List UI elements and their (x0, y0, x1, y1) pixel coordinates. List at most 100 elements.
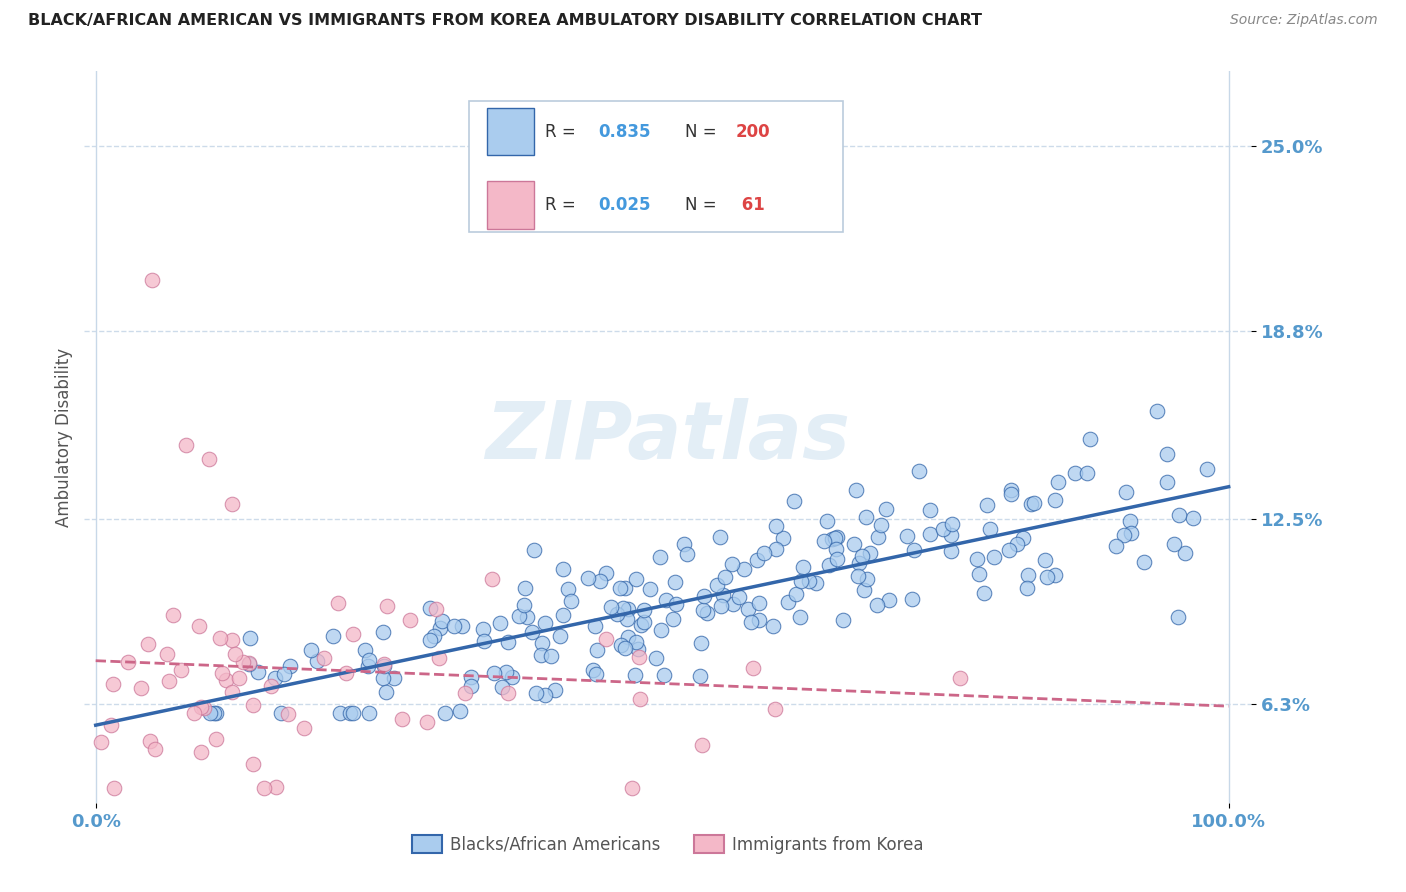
Point (1156, 475, 1178, 490)
Point (1076, 466, 1098, 480)
Point (606, 607, 628, 621)
Point (941, 543, 963, 558)
Point (373, 659, 395, 673)
Point (848, 556, 870, 570)
Point (1007, 536, 1029, 550)
Point (215, 673, 238, 688)
Point (582, 663, 605, 677)
Point (264, 780, 287, 794)
Point (211, 665, 233, 680)
Point (451, 618, 474, 632)
Point (100, 717, 122, 731)
Point (232, 655, 254, 669)
Point (264, 671, 287, 685)
Text: BLACK/AFRICAN AMERICAN VS IMMIGRANTS FROM KOREA AMBULATORY DISABILITY CORRELATIO: BLACK/AFRICAN AMERICAN VS IMMIGRANTS FRO… (28, 13, 983, 29)
Point (785, 587, 807, 601)
Point (530, 648, 553, 662)
Point (866, 599, 889, 613)
Point (859, 546, 882, 560)
Point (675, 547, 697, 561)
Point (391, 712, 413, 726)
Point (650, 550, 672, 565)
Point (1024, 496, 1046, 510)
Point (143, 742, 166, 756)
Point (710, 599, 733, 613)
Point (832, 613, 855, 627)
Point (690, 738, 713, 752)
Point (342, 706, 364, 721)
Point (329, 706, 352, 721)
Point (692, 602, 714, 616)
Point (1163, 537, 1185, 551)
Point (129, 681, 152, 695)
Text: R =: R = (546, 122, 581, 141)
Point (482, 666, 505, 681)
Point (824, 542, 846, 557)
Point (665, 598, 688, 612)
Point (1012, 531, 1035, 545)
Point (157, 674, 180, 689)
Point (460, 670, 482, 684)
Point (754, 546, 776, 560)
Text: ZIPatlas: ZIPatlas (485, 398, 851, 476)
Point (614, 641, 637, 656)
Point (932, 521, 955, 535)
Point (585, 667, 607, 681)
Point (277, 706, 299, 721)
Point (356, 659, 378, 673)
Point (1133, 555, 1156, 569)
Point (623, 668, 645, 682)
Point (238, 656, 260, 670)
Point (613, 581, 636, 595)
Point (973, 586, 995, 600)
Point (609, 581, 631, 595)
Point (806, 576, 828, 591)
Point (449, 704, 471, 718)
Point (772, 531, 794, 545)
Point (429, 621, 451, 635)
Point (630, 618, 652, 632)
Point (616, 612, 638, 626)
Point (1036, 570, 1059, 584)
Point (534, 688, 557, 702)
Point (419, 633, 441, 648)
Point (141, 273, 163, 287)
Point (628, 650, 651, 665)
Point (242, 757, 264, 772)
Point (693, 589, 716, 603)
Point (432, 614, 454, 628)
Point (1119, 526, 1142, 541)
Point (419, 601, 441, 615)
Point (728, 590, 751, 604)
Point (845, 483, 868, 497)
Point (588, 574, 610, 588)
Point (792, 560, 814, 574)
Point (375, 599, 398, 614)
Point (1115, 485, 1137, 500)
Point (1019, 497, 1042, 511)
Point (745, 553, 768, 567)
Point (221, 685, 243, 699)
Point (472, 634, 495, 648)
Point (626, 641, 648, 656)
Point (1119, 514, 1142, 528)
Point (690, 636, 713, 650)
Point (176, 437, 198, 451)
Point (918, 526, 941, 541)
Point (472, 622, 495, 636)
Point (633, 615, 655, 629)
Point (187, 619, 209, 633)
Point (209, 631, 232, 645)
Point (842, 537, 865, 551)
Point (628, 691, 651, 706)
Point (612, 601, 634, 615)
Point (117, 656, 139, 670)
Point (354, 642, 377, 657)
Point (101, 677, 124, 691)
Text: Source: ZipAtlas.com: Source: ZipAtlas.com (1230, 13, 1378, 28)
Point (852, 583, 875, 598)
Point (741, 661, 763, 675)
Point (425, 601, 447, 615)
Point (205, 732, 228, 747)
Point (1017, 581, 1039, 595)
